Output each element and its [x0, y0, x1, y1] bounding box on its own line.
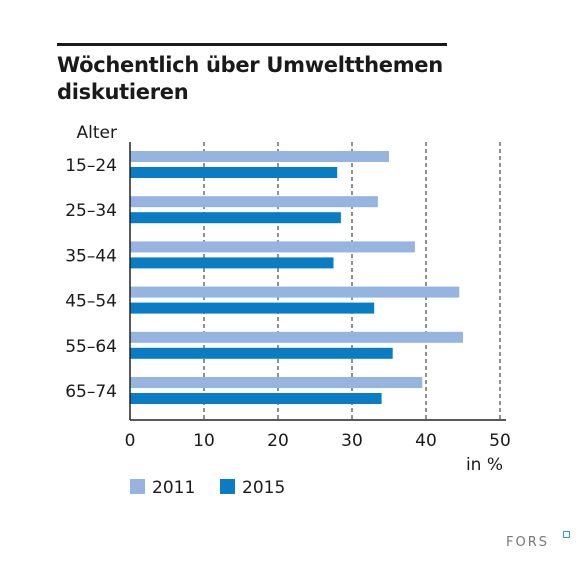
x-tick-label-20: 20: [267, 431, 289, 451]
chart-title-line-2: diskutieren: [57, 80, 189, 104]
chart-title: Wöchentlich über Umweltthemen diskutiere…: [57, 52, 477, 106]
bar-2015-15–24: [130, 167, 338, 178]
bar-2011-35–44: [130, 241, 415, 253]
bar-2015-35–44: [130, 257, 334, 269]
fors-logo: FORS: [506, 535, 549, 550]
category-label-55–64: 55–64: [65, 337, 117, 357]
bar-2015-65–74: [130, 393, 382, 404]
x-tick-label-40: 40: [415, 431, 437, 451]
category-label-35–44: 35–44: [65, 246, 117, 266]
x-tick-label-50: 50: [489, 431, 511, 451]
bar-2011-45–54: [130, 286, 460, 298]
x-tick-label-10: 10: [193, 431, 215, 451]
bar-2011-55–64: [130, 331, 463, 343]
legend-swatch-2015: [220, 479, 235, 494]
legend-swatch-2011: [130, 479, 145, 494]
x-tick-label-30: 30: [341, 431, 363, 451]
bar-2011-65–74: [130, 377, 423, 388]
bar-2011-25–34: [130, 196, 378, 208]
x-tick-label-0: 0: [125, 431, 136, 451]
legend-label-2015: 2015: [242, 478, 285, 498]
category-label-65–74: 65–74: [65, 382, 117, 402]
category-label-45–54: 45–54: [65, 292, 117, 312]
bar-2011-15–24: [130, 151, 389, 162]
category-label-25–34: 25–34: [65, 201, 117, 221]
bar-2015-25–34: [130, 212, 341, 224]
bar-2015-45–54: [130, 302, 375, 314]
chart-title-line-1: Wöchentlich über Umweltthemen: [57, 53, 443, 77]
title-rule: [57, 43, 447, 46]
category-label-15–24: 15–24: [65, 156, 117, 176]
bar-2015-55–64: [130, 347, 393, 359]
legend-label-2011: 2011: [152, 478, 195, 498]
y-axis-title: Alter: [77, 123, 117, 143]
fors-logo-mark: [563, 531, 570, 538]
x-axis-title: in %: [466, 455, 503, 475]
